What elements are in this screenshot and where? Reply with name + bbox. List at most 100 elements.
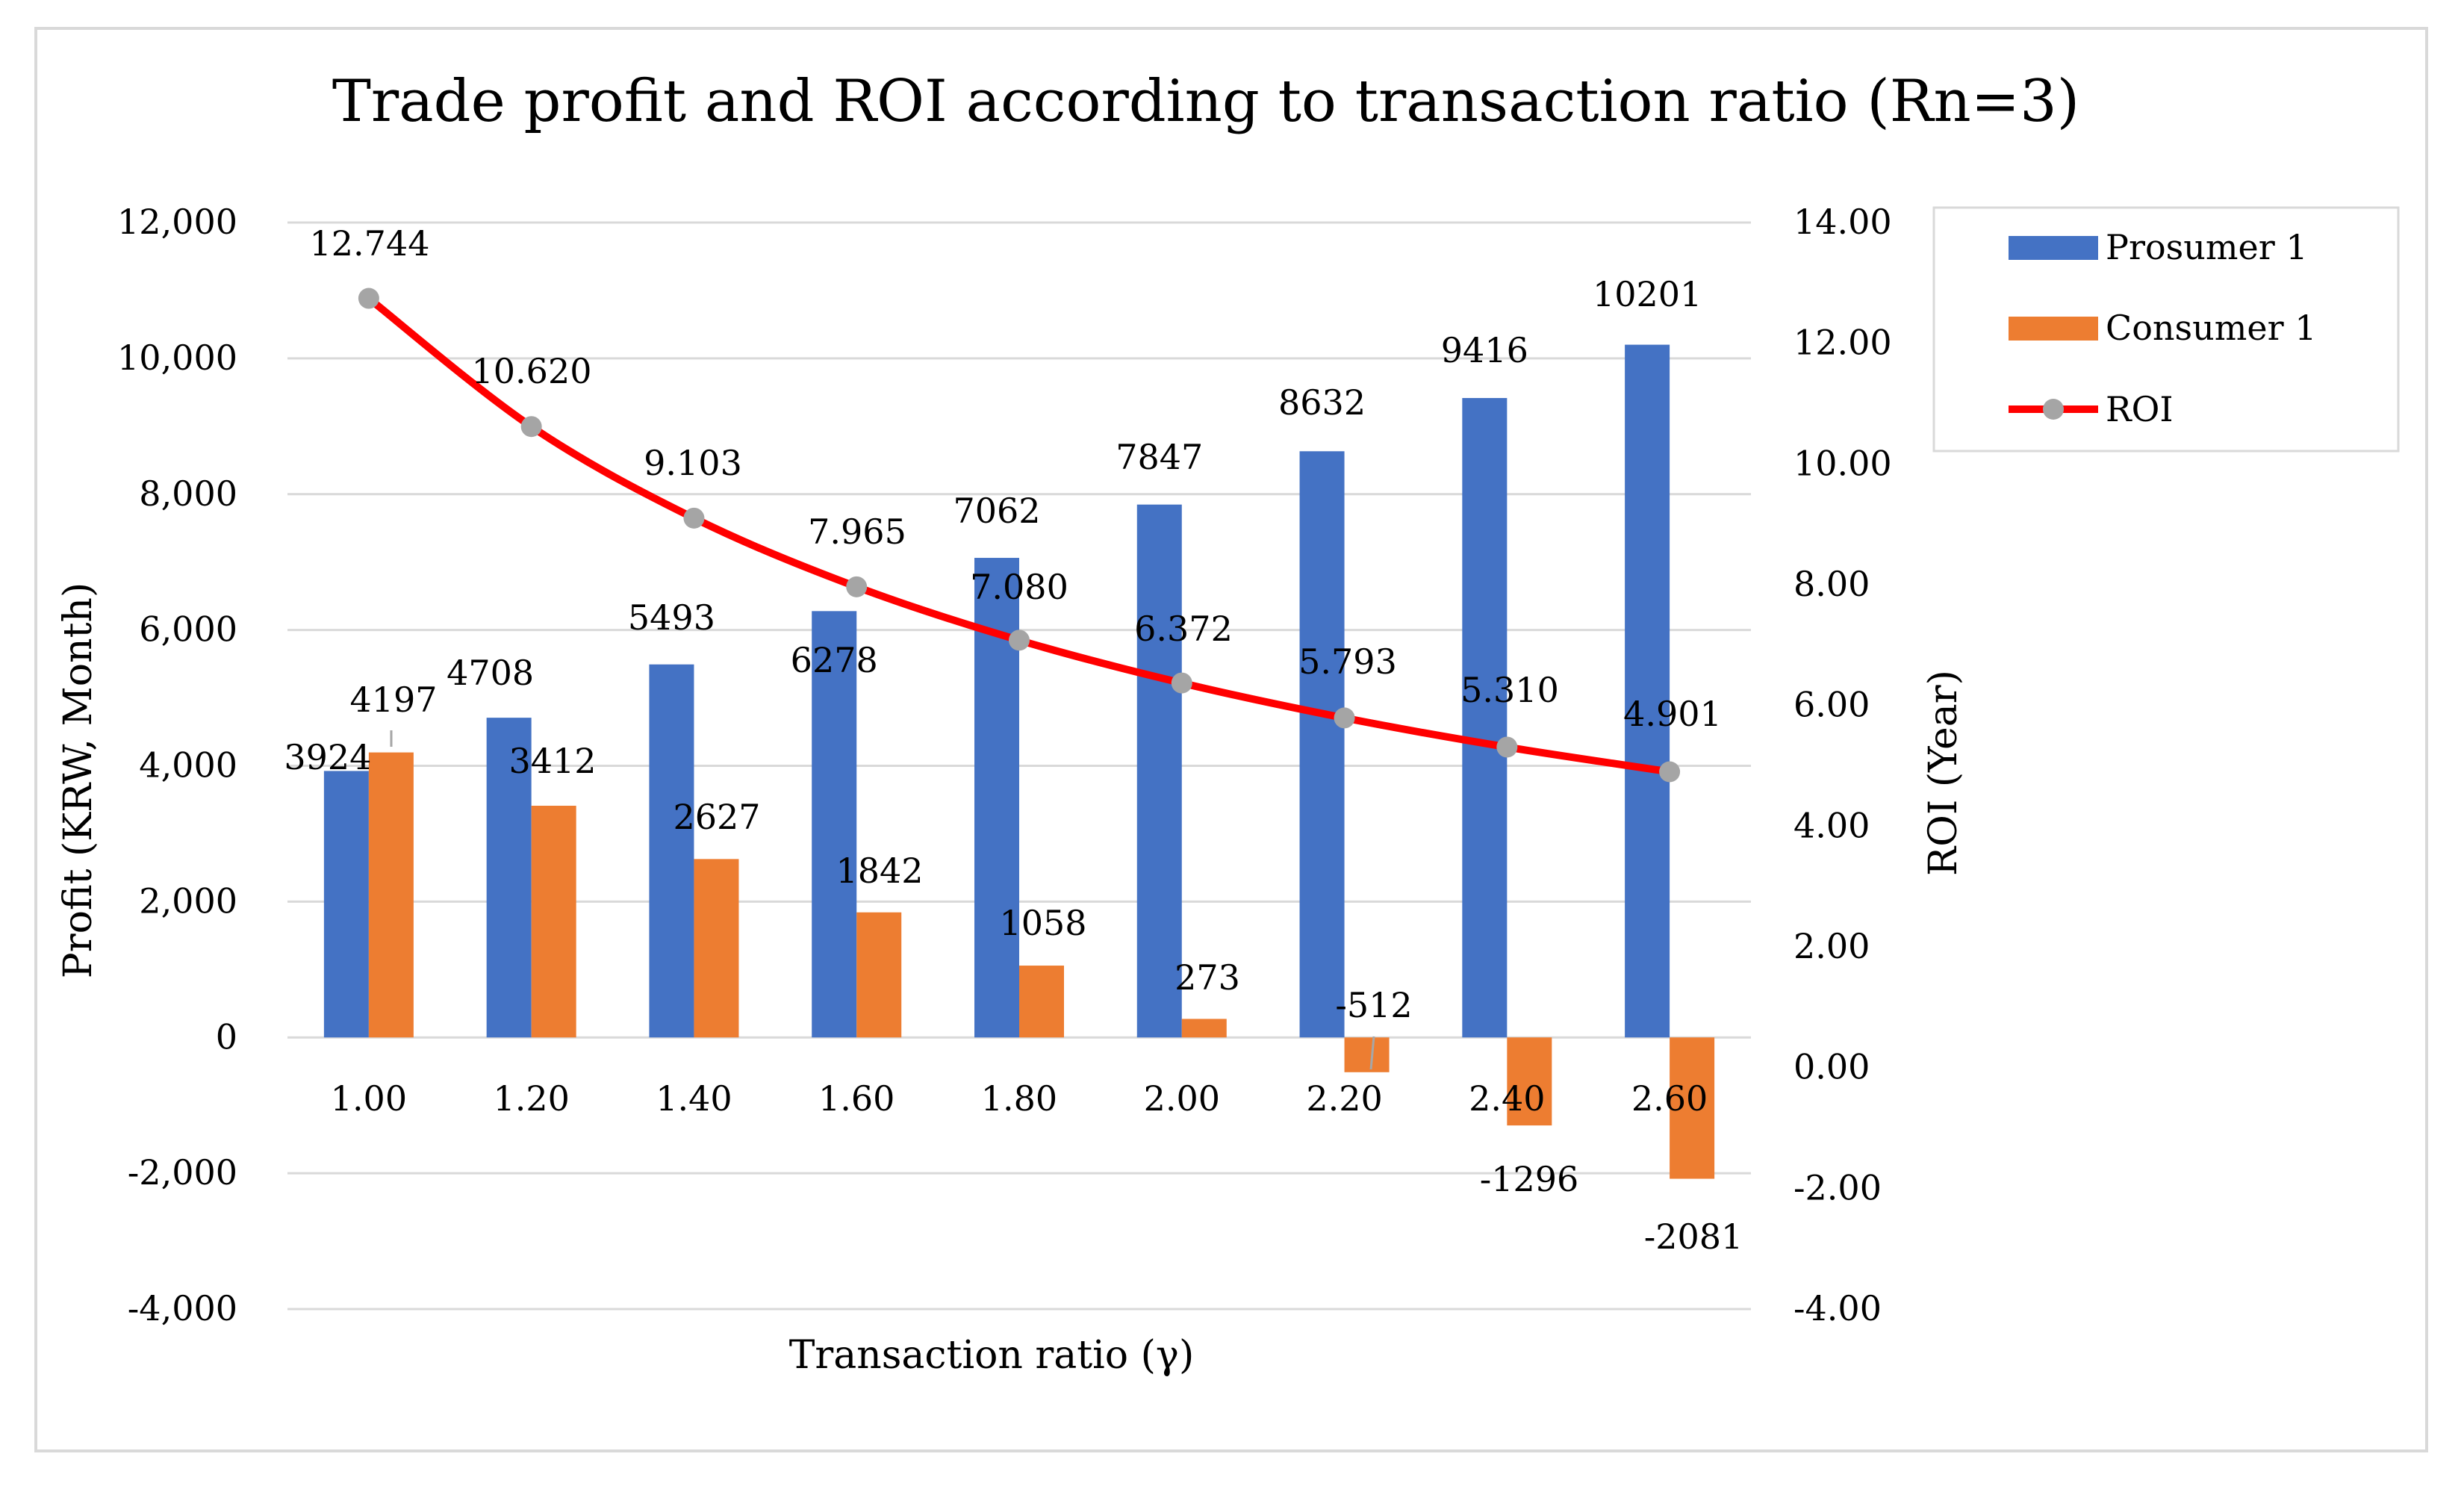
consumer-data-label: 2627 bbox=[673, 797, 760, 837]
roi-line bbox=[366, 295, 1670, 776]
roi-marker bbox=[683, 507, 705, 529]
roi-data-label: 6.372 bbox=[1134, 609, 1233, 649]
x-tick-label: 1.60 bbox=[818, 1078, 895, 1119]
y2-axis-title: ROI (Year) bbox=[1921, 670, 1966, 876]
y-tick-label: 10,000 bbox=[117, 338, 237, 378]
consumer-bar bbox=[1344, 1037, 1390, 1072]
roi-marker bbox=[520, 416, 542, 438]
prosumer-bar bbox=[649, 664, 694, 1038]
prosumer-bar bbox=[1136, 504, 1182, 1038]
bars bbox=[323, 344, 1715, 1179]
y-tick-label: 4,000 bbox=[139, 745, 237, 786]
y2-tick-label: 14.00 bbox=[1793, 202, 1892, 242]
prosumer-data-label: 4708 bbox=[447, 653, 534, 693]
consumer-data-label: 1842 bbox=[836, 851, 923, 891]
prosumer-data-label: 8632 bbox=[1278, 382, 1366, 423]
consumer-bar bbox=[856, 912, 902, 1038]
prosumer-data-label: 7062 bbox=[953, 491, 1040, 531]
consumer-data-label: -2081 bbox=[1644, 1216, 1743, 1257]
consumer-bar bbox=[1181, 1019, 1227, 1038]
prosumer-data-label: 6278 bbox=[791, 640, 878, 680]
x-tick-label: 2.60 bbox=[1631, 1078, 1708, 1119]
y2-tick-label: 6.00 bbox=[1793, 685, 1870, 725]
consumer-bar bbox=[1019, 966, 1064, 1038]
y-axis-title: Profit (KRW, Month) bbox=[56, 582, 101, 979]
y2-tick-label: -2.00 bbox=[1793, 1167, 1882, 1208]
roi-data-label: 10.620 bbox=[472, 351, 592, 391]
consumer-bar bbox=[1507, 1037, 1552, 1126]
legend: Prosumer 1 Consumer 1 ROI bbox=[1932, 206, 2400, 453]
x-tick-label: 1.20 bbox=[493, 1078, 569, 1119]
y2-tick-label: -4.00 bbox=[1793, 1288, 1882, 1328]
chart-title: Trade profit and ROI according to transa… bbox=[332, 68, 2079, 135]
roi-data-label: 7.080 bbox=[970, 567, 1068, 607]
roi-data-label: 7.965 bbox=[808, 512, 906, 552]
x-tick-label: 2.40 bbox=[1469, 1078, 1545, 1119]
label-leader-line bbox=[1369, 1036, 1375, 1070]
roi-data-label: 12.744 bbox=[310, 223, 430, 264]
consumer-data-label: 1058 bbox=[999, 903, 1086, 943]
roi-marker bbox=[846, 576, 868, 597]
consumer-data-label: 4197 bbox=[349, 680, 437, 720]
y-tick-label: -2,000 bbox=[128, 1152, 237, 1193]
prosumer-bar bbox=[1625, 344, 1670, 1038]
consumer-data-label: -512 bbox=[1335, 985, 1412, 1025]
roi-data-label: 5.310 bbox=[1460, 670, 1559, 710]
prosumer-bar bbox=[1299, 451, 1345, 1038]
consumer-bar bbox=[694, 859, 739, 1038]
y2-tick-label: 4.00 bbox=[1793, 805, 1870, 845]
roi-data-label: 9.103 bbox=[644, 443, 742, 483]
y-tick-label: 2,000 bbox=[139, 880, 237, 921]
prosumer-bar bbox=[812, 611, 857, 1038]
x-tick-label: 1.80 bbox=[981, 1078, 1057, 1119]
y-tick-label: -4,000 bbox=[128, 1288, 237, 1328]
y2-tick-label: 8.00 bbox=[1793, 564, 1870, 604]
prosumer-bar bbox=[1462, 397, 1508, 1038]
y2-tick-label: 2.00 bbox=[1793, 926, 1870, 966]
legend-prosumer-label: Prosumer 1 bbox=[2106, 227, 2308, 267]
roi-marker bbox=[358, 288, 379, 309]
legend-roi-marker bbox=[2043, 399, 2064, 420]
legend-roi-label: ROI bbox=[2106, 389, 2174, 429]
x-axis-title: Transaction ratio (γ) bbox=[789, 1333, 1195, 1378]
x-tick-label: 1.40 bbox=[656, 1078, 732, 1119]
roi-marker bbox=[1334, 707, 1355, 729]
prosumer-data-label: 9416 bbox=[1441, 330, 1528, 370]
y2-tick-label: 12.00 bbox=[1793, 323, 1892, 363]
x-tick-label: 2.00 bbox=[1144, 1078, 1220, 1119]
data-labels: 3924 4708 5493 6278 7062 7847 8632 9416 10201 419… bbox=[284, 223, 1743, 1257]
consumer-data-label: 3412 bbox=[508, 741, 596, 781]
roi-marker bbox=[1009, 630, 1030, 651]
y-tick-label: 8,000 bbox=[139, 473, 237, 514]
roi-data-label: 4.901 bbox=[1623, 694, 1722, 734]
consumer-data-label: -1296 bbox=[1480, 1159, 1579, 1199]
x-tick-label: 1.00 bbox=[331, 1078, 407, 1119]
roi-marker bbox=[1171, 672, 1192, 694]
prosumer-data-label: 7847 bbox=[1116, 437, 1203, 477]
y2-tick-label: 0.00 bbox=[1793, 1047, 1870, 1087]
consumer-data-label: 273 bbox=[1175, 957, 1240, 998]
consumer-bar bbox=[1670, 1037, 1715, 1179]
legend-consumer-label: Consumer 1 bbox=[2106, 308, 2316, 348]
x-tick-label: 2.20 bbox=[1306, 1078, 1382, 1119]
y-tick-label: 0 bbox=[216, 1016, 237, 1057]
legend-consumer-swatch bbox=[2009, 317, 2098, 341]
consumer-bar bbox=[531, 805, 576, 1038]
prosumer-bar bbox=[486, 718, 532, 1038]
roi-data-label: 5.793 bbox=[1298, 641, 1397, 682]
roi-line-group bbox=[358, 288, 1681, 783]
consumer-bar bbox=[368, 752, 414, 1038]
roi-marker bbox=[1496, 736, 1518, 758]
prosumer-data-label: 3924 bbox=[284, 737, 371, 777]
prosumer-data-label: 5493 bbox=[628, 597, 715, 638]
legend-prosumer-swatch bbox=[2009, 236, 2098, 260]
prosumer-data-label: 10201 bbox=[1593, 274, 1702, 314]
y2-tick-label: 10.00 bbox=[1793, 443, 1892, 483]
axes: 12,000 10,000 8,000 6,000 4,000 2,000 0 -2,000 -… bbox=[117, 202, 1892, 1328]
y-tick-label: 12,000 bbox=[117, 202, 237, 242]
y-tick-label: 6,000 bbox=[139, 609, 237, 650]
roi-marker bbox=[1659, 761, 1681, 783]
prosumer-bar bbox=[323, 771, 369, 1038]
